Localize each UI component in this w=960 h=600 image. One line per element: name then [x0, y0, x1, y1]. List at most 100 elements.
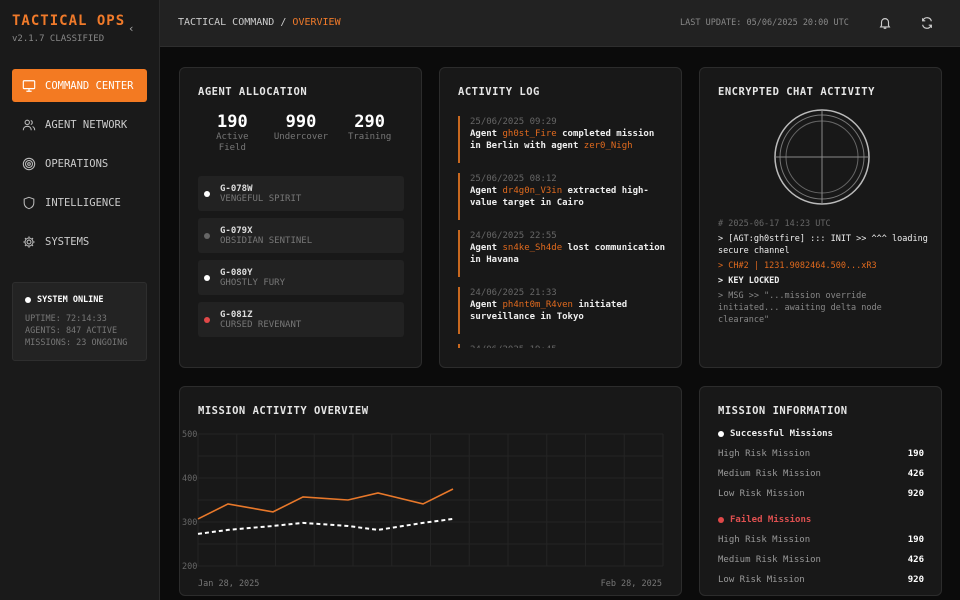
sidebar-item-systems[interactable]: SYSTEMS [12, 225, 147, 258]
status-dot-icon [204, 232, 210, 239]
card-title: MISSION INFORMATION [718, 405, 848, 417]
mission-activity-chart: 500 400 300 200 [182, 430, 664, 572]
log-time: 24/06/2025 22:55 [470, 231, 557, 241]
sidebar-item-label: OPERATIONS [45, 157, 109, 170]
agent-row[interactable]: G-081Z CURSED REVENANT [198, 302, 404, 337]
shield-icon [23, 196, 35, 209]
y-tick-label: 200 [182, 562, 197, 572]
agent-link[interactable]: ph4nt0m_R4ven [502, 300, 573, 310]
mission-information-card: MISSION INFORMATION Successful Missions … [699, 386, 942, 596]
chat-channel-line: > CH#2 | 1231.9082464.500...xR3 [718, 261, 877, 271]
agent-row[interactable]: G-080Y GHOSTLY FURY [198, 260, 404, 295]
x-label-start: Jan 28, 2025 [198, 579, 260, 589]
sidebar-item-label: SYSTEMS [45, 235, 90, 248]
mission-activity-chart-card: MISSION ACTIVITY OVERVIEW 500 400 300 200 J… [179, 386, 682, 596]
log-text: Agent ph4nt0m_R4ven initiated surveillan… [470, 299, 668, 323]
agent-allocation-card: AGENT ALLOCATION 190 Active Field 990 Unde… [179, 67, 422, 368]
top-bar: TACTICAL COMMAND / OVERVIEW LAST UPDATE:… [160, 0, 960, 47]
success-dot-icon [718, 431, 724, 437]
agent-id: G-079X [220, 225, 253, 236]
chat-timestamp: # 2025-06-17 14:23 UTC [718, 219, 831, 229]
agent-codename: GHOSTLY FURY [220, 277, 286, 288]
radar-icon [774, 109, 870, 205]
agent-row[interactable]: G-079X OBSIDIAN SENTINEL [198, 218, 404, 253]
chat-log: # 2025-06-17 14:23 UTC > [AGT:gh0stfire]… [718, 218, 928, 326]
stat-active-field: 190 Active Field [198, 112, 266, 154]
log-text-part: Agent [470, 300, 503, 310]
log-text-part: Agent [470, 243, 503, 253]
stat-label: Training [347, 132, 392, 142]
mission-row: Medium Risk Mission 426 [718, 555, 924, 575]
agent-codename: VENGEFUL SPIRIT [220, 193, 302, 204]
breadcrumb: TACTICAL COMMAND / OVERVIEW [178, 17, 341, 28]
log-time: 25/06/2025 08:12 [470, 174, 557, 184]
log-text: Agent dr4g0n_V3in extracted high-value t… [470, 185, 668, 209]
sidebar: TACTICAL OPS v2.1.7 CLASSIFIED ‹ COMMAND… [0, 0, 160, 600]
card-title: AGENT ALLOCATION [198, 86, 308, 98]
agent-codename: CURSED REVENANT [220, 319, 302, 330]
mission-row: Low Risk Mission 920 [718, 575, 924, 595]
stat-value: 190 [216, 112, 248, 132]
mission-value: 190 [907, 449, 924, 459]
stat-label: Undercover [273, 132, 329, 142]
brand-logo: TACTICAL OPS [12, 13, 126, 29]
log-time: 24/06/2025 21:33 [470, 288, 557, 298]
log-time: 24/06/2025 19:45 [470, 344, 668, 348]
chart-title: MISSION ACTIVITY OVERVIEW [198, 405, 369, 417]
mission-label: High Risk Mission [718, 449, 811, 459]
missions-count: MISSIONS: 23 ONGOING [25, 338, 128, 348]
agent-link[interactable]: gh0st_Fire [502, 129, 557, 139]
breadcrumb-separator: / [280, 17, 287, 28]
breadcrumb-root[interactable]: TACTICAL COMMAND [178, 17, 275, 28]
mission-label: High Risk Mission [718, 535, 811, 545]
mission-value: 426 [907, 469, 924, 479]
mission-row: Low Risk Mission 920 [718, 489, 924, 509]
agent-link[interactable]: dr4g0n_V3in [502, 186, 563, 196]
log-text-part: Agent [470, 186, 503, 196]
sidebar-item-operations[interactable]: OPERATIONS [12, 147, 147, 180]
chat-message-line: > MSG >> "...mission override initiated.… [718, 291, 882, 325]
collapse-sidebar-chevron-icon[interactable]: ‹ [128, 22, 135, 35]
log-text-part: Agent [470, 129, 503, 139]
mission-value: 920 [907, 489, 924, 499]
agent-id: G-080Y [220, 267, 253, 278]
mission-value: 190 [907, 535, 924, 545]
mission-label: Low Risk Mission [718, 489, 805, 499]
refresh-icon[interactable] [920, 16, 934, 30]
monitor-icon [22, 79, 36, 92]
mission-value: 426 [907, 555, 924, 565]
log-text-part: completed mission in Berlin with agent [470, 129, 655, 151]
log-text-part: extracted high-value target in Cairo [470, 186, 649, 208]
version-label: v2.1.7 CLASSIFIED [12, 34, 105, 44]
agent-row[interactable]: G-078W VENGEFUL SPIRIT [198, 176, 404, 211]
agent-link[interactable]: zer0_Nigh [583, 141, 633, 151]
sidebar-item-agent-network[interactable]: AGENT NETWORK [12, 108, 147, 141]
failed-dot-icon [718, 517, 724, 523]
y-tick-label: 300 [182, 518, 197, 528]
activity-log-card: ACTIVITY LOG 25/06/2025 09:29 Agent gh0st… [439, 67, 682, 368]
chat-key-line: > KEY LOCKED [718, 276, 780, 286]
failed-missions-heading: Failed Missions [718, 515, 924, 525]
bell-icon[interactable] [878, 16, 892, 30]
mission-value: 920 [907, 575, 924, 585]
heading-label: Successful Missions [730, 429, 833, 439]
stat-value: 290 [354, 112, 385, 132]
sidebar-item-intelligence[interactable]: INTELLIGENCE [12, 186, 147, 219]
status-dot-icon [204, 274, 210, 281]
mission-row: High Risk Mission 190 [718, 535, 924, 555]
status-dot-icon [204, 190, 210, 197]
last-update: LAST UPDATE: 05/06/2025 20:00 UTC [680, 18, 849, 28]
gear-icon [23, 235, 35, 248]
agent-link[interactable]: sn4ke_Sh4de [502, 243, 563, 253]
stat-value: 990 [285, 112, 317, 132]
breadcrumb-current: OVERVIEW [292, 17, 341, 28]
online-dot-icon [25, 297, 31, 303]
y-tick-label: 400 [182, 474, 197, 484]
heading-label: Failed Missions [730, 515, 812, 525]
mission-label: Low Risk Mission [718, 575, 805, 585]
status-dot-icon [204, 316, 210, 323]
log-text-part: initiated surveillance in Tokyo [470, 300, 628, 322]
sidebar-item-command-center[interactable]: COMMAND CENTER [12, 69, 147, 102]
encrypted-chat-card: ENCRYPTED CHAT ACTIVITY # 2025-06-17 14:… [699, 67, 942, 368]
activity-log-list[interactable]: 25/06/2025 09:29 Agent gh0st_Fire complet… [458, 116, 668, 348]
